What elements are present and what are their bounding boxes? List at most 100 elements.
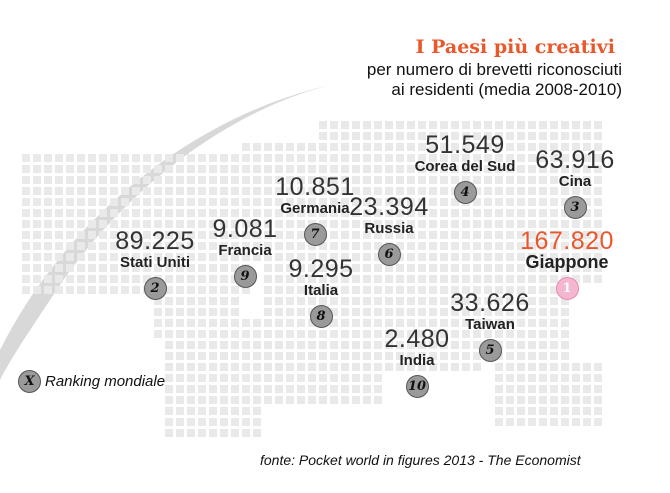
map-dot bbox=[473, 286, 481, 294]
map-dot bbox=[231, 396, 239, 404]
map-dot bbox=[297, 363, 305, 371]
country-cina: 63.916 Cina 3 bbox=[520, 147, 630, 219]
map-dot bbox=[451, 308, 459, 316]
map-dot bbox=[495, 275, 503, 283]
map-dot bbox=[198, 242, 206, 250]
map-dot bbox=[198, 330, 206, 338]
map-dot bbox=[286, 220, 294, 228]
map-dot bbox=[550, 220, 558, 228]
country-taiwan: 33.626 Taiwan 5 bbox=[435, 290, 545, 362]
map-dot bbox=[209, 209, 217, 217]
map-dot bbox=[66, 242, 74, 250]
map-dot bbox=[429, 341, 437, 349]
map-dot bbox=[495, 253, 503, 261]
map-dot bbox=[198, 286, 206, 294]
map-dot bbox=[550, 187, 558, 195]
map-dot bbox=[231, 176, 239, 184]
map-dot bbox=[165, 330, 173, 338]
map-dot bbox=[517, 209, 525, 217]
map-dot bbox=[561, 165, 569, 173]
map-dot bbox=[539, 385, 547, 393]
map-dot bbox=[363, 297, 371, 305]
country-value: 33.626 bbox=[450, 289, 530, 317]
map-dot bbox=[121, 209, 129, 217]
map-dot bbox=[572, 132, 580, 140]
map-dot bbox=[473, 242, 481, 250]
map-dot bbox=[165, 363, 173, 371]
map-dot bbox=[66, 253, 74, 261]
map-dot bbox=[396, 308, 404, 316]
map-dot bbox=[165, 187, 173, 195]
map-dot bbox=[561, 264, 569, 272]
map-dot bbox=[187, 352, 195, 360]
map-dot bbox=[99, 165, 107, 173]
map-dot bbox=[583, 363, 591, 371]
map-dot bbox=[572, 385, 580, 393]
map-dot bbox=[572, 363, 580, 371]
map-dot bbox=[110, 286, 118, 294]
map-dot bbox=[363, 275, 371, 283]
map-dot bbox=[550, 253, 558, 261]
map-dot bbox=[242, 253, 250, 261]
map-dot bbox=[385, 264, 393, 272]
legend-text: Ranking mondiale bbox=[45, 373, 166, 390]
country-name: Stati Uniti bbox=[120, 254, 190, 271]
map-dot bbox=[506, 121, 514, 129]
map-dot bbox=[88, 253, 96, 261]
map-dot bbox=[594, 407, 602, 415]
map-dot bbox=[341, 198, 349, 206]
map-dot bbox=[99, 286, 107, 294]
map-dot bbox=[220, 154, 228, 162]
map-dot bbox=[154, 319, 162, 327]
map-dot bbox=[55, 187, 63, 195]
map-dot bbox=[33, 220, 41, 228]
map-dot bbox=[473, 165, 481, 173]
map-dot bbox=[583, 187, 591, 195]
map-dot bbox=[88, 231, 96, 239]
map-dot bbox=[517, 308, 525, 316]
map-dot bbox=[495, 209, 503, 217]
map-dot bbox=[253, 363, 261, 371]
map-dot bbox=[561, 154, 569, 162]
map-dot bbox=[572, 264, 580, 272]
map-dot bbox=[484, 176, 492, 184]
map-dot bbox=[176, 352, 184, 360]
map-dot bbox=[209, 363, 217, 371]
map-dot bbox=[517, 396, 525, 404]
map-dot bbox=[440, 198, 448, 206]
map-dot bbox=[451, 253, 459, 261]
map-dot bbox=[99, 198, 107, 206]
map-dot bbox=[319, 330, 327, 338]
map-dot bbox=[242, 209, 250, 217]
map-dot bbox=[286, 286, 294, 294]
map-dot bbox=[187, 341, 195, 349]
map-dot bbox=[220, 220, 228, 228]
map-dot bbox=[440, 187, 448, 195]
map-dot bbox=[561, 132, 569, 140]
map-dot bbox=[308, 374, 316, 382]
map-dot bbox=[198, 352, 206, 360]
map-dot bbox=[55, 154, 63, 162]
map-dot bbox=[539, 176, 547, 184]
map-dot bbox=[187, 297, 195, 305]
map-dot bbox=[22, 264, 30, 272]
map-dot bbox=[462, 341, 470, 349]
map-dot bbox=[517, 187, 525, 195]
map-dot bbox=[220, 374, 228, 382]
map-dot bbox=[352, 330, 360, 338]
map-dot bbox=[341, 330, 349, 338]
map-dot bbox=[132, 275, 140, 283]
map-dot bbox=[220, 286, 228, 294]
map-dot bbox=[396, 231, 404, 239]
map-dot bbox=[275, 275, 283, 283]
map-dot bbox=[440, 308, 448, 316]
map-dot bbox=[352, 308, 360, 316]
map-dot bbox=[132, 187, 140, 195]
chart-subtitle-line-1: per numero di brevetti riconosciuti bbox=[366, 60, 622, 79]
map-dot bbox=[44, 198, 52, 206]
map-dot bbox=[220, 253, 228, 261]
country-italia: 9.295 Italia 8 bbox=[266, 256, 376, 328]
map-dot bbox=[231, 264, 239, 272]
map-dot bbox=[385, 341, 393, 349]
map-dot bbox=[594, 154, 602, 162]
